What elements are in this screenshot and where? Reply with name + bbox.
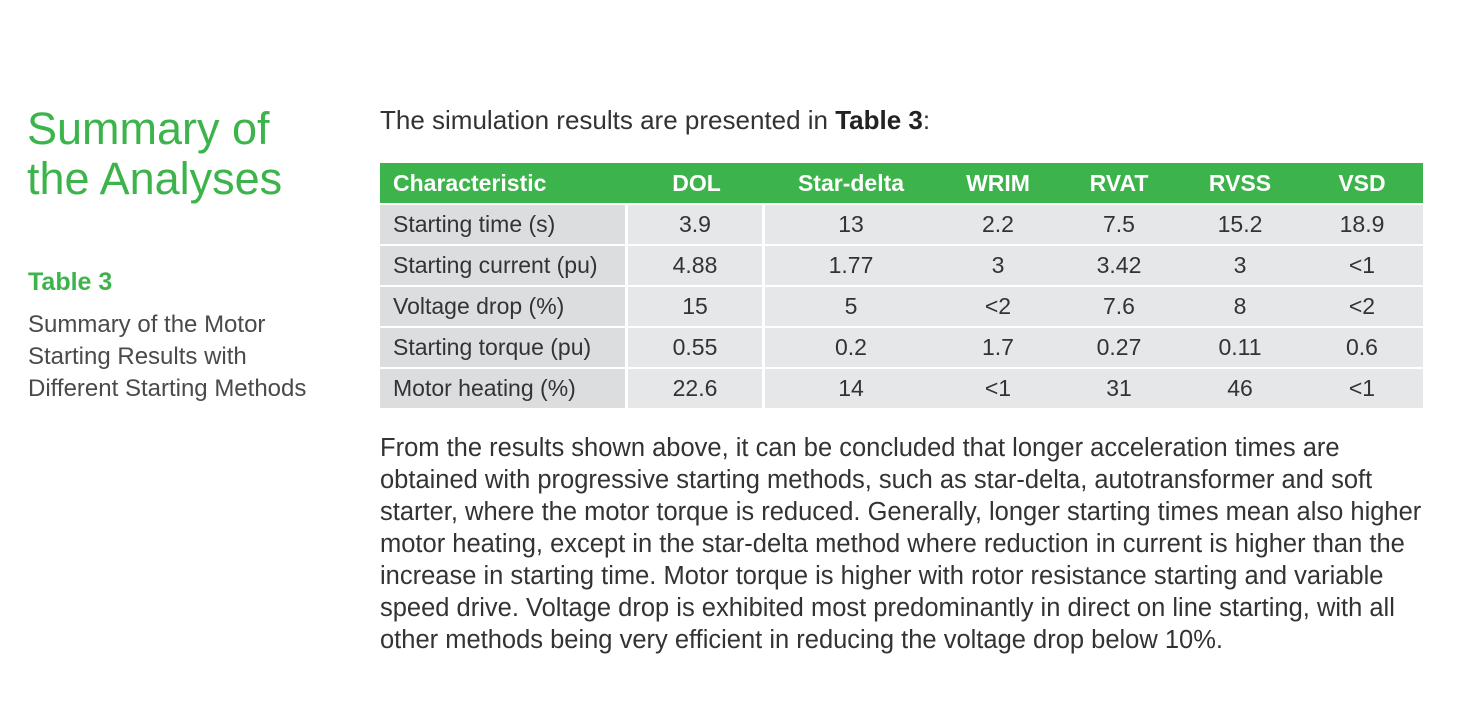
table-cell: 0.55 [628, 326, 765, 367]
section-title: Summary of the Analyses [27, 104, 347, 204]
table-cell: 14 [765, 367, 937, 408]
table-cell: 3.42 [1059, 244, 1179, 285]
table-cell: 0.27 [1059, 326, 1179, 367]
table-row: Starting time (s) 3.9 13 2.2 7.5 15.2 18… [380, 203, 1423, 244]
intro-text: The simulation results are presented in … [380, 105, 930, 136]
table-caption-line-2: Starting Results with [28, 343, 247, 370]
section-title-line-1: Summary of [27, 103, 270, 154]
table-cell: 15.2 [1179, 203, 1301, 244]
table-cell: 5 [765, 285, 937, 326]
table-row: Voltage drop (%) 15 5 <2 7.6 8 <2 [380, 285, 1423, 326]
table-cell: 0.6 [1301, 326, 1423, 367]
table-cell: 46 [1179, 367, 1301, 408]
row-label: Starting current (pu) [380, 244, 628, 285]
table-row: Starting torque (pu) 0.55 0.2 1.7 0.27 0… [380, 326, 1423, 367]
table-cell: 7.6 [1059, 285, 1179, 326]
table-cell: 3.9 [628, 203, 765, 244]
table-cell: 3 [1179, 244, 1301, 285]
table-body: Starting time (s) 3.9 13 2.2 7.5 15.2 18… [380, 203, 1423, 408]
header-rvat: RVAT [1059, 163, 1179, 203]
intro-prefix: The simulation results are presented in [380, 105, 836, 135]
table-row: Starting current (pu) 4.88 1.77 3 3.42 3… [380, 244, 1423, 285]
row-label: Voltage drop (%) [380, 285, 628, 326]
table-cell: 1.77 [765, 244, 937, 285]
intro-table-ref: Table 3 [835, 105, 923, 135]
table-cell: 22.6 [628, 367, 765, 408]
table-cell: 2.2 [937, 203, 1059, 244]
table-caption-line-1: Summary of the Motor [28, 311, 266, 338]
table-header-row: Characteristic DOL Star-delta WRIM RVAT … [380, 163, 1423, 203]
table-cell: <1 [1301, 244, 1423, 285]
table-cell: 0.11 [1179, 326, 1301, 367]
table-cell: 15 [628, 285, 765, 326]
header-vsd: VSD [1301, 163, 1423, 203]
row-label: Motor heating (%) [380, 367, 628, 408]
table-cell: <1 [1301, 367, 1423, 408]
section-title-line-2: the Analyses [27, 153, 283, 204]
table-cell: 3 [937, 244, 1059, 285]
table-cell: 18.9 [1301, 203, 1423, 244]
table-caption-line-3: Different Starting Methods [28, 375, 307, 402]
table-cell: 31 [1059, 367, 1179, 408]
table-cell: 13 [765, 203, 937, 244]
header-dol: DOL [628, 163, 765, 203]
table-row: Motor heating (%) 22.6 14 <1 31 46 <1 [380, 367, 1423, 408]
table-cell: <2 [1301, 285, 1423, 326]
table-caption: Summary of the Motor Starting Results wi… [28, 309, 358, 405]
table-cell: <2 [937, 285, 1059, 326]
table-cell: 4.88 [628, 244, 765, 285]
table-label: Table 3 [28, 268, 113, 296]
table-cell: 1.7 [937, 326, 1059, 367]
header-rvss: RVSS [1179, 163, 1301, 203]
header-characteristic: Characteristic [380, 163, 628, 203]
intro-suffix: : [922, 105, 931, 135]
row-label: Starting torque (pu) [380, 326, 628, 367]
table-cell: <1 [937, 367, 1059, 408]
header-wrim: WRIM [937, 163, 1059, 203]
results-table: Characteristic DOL Star-delta WRIM RVAT … [380, 163, 1423, 408]
table-cell: 8 [1179, 285, 1301, 326]
table-cell: 0.2 [765, 326, 937, 367]
table-header: Characteristic DOL Star-delta WRIM RVAT … [380, 163, 1423, 203]
conclusion-paragraph: From the results shown above, it can be … [380, 434, 1422, 654]
row-label: Starting time (s) [380, 203, 628, 244]
table-cell: 7.5 [1059, 203, 1179, 244]
header-star-delta: Star-delta [765, 163, 937, 203]
